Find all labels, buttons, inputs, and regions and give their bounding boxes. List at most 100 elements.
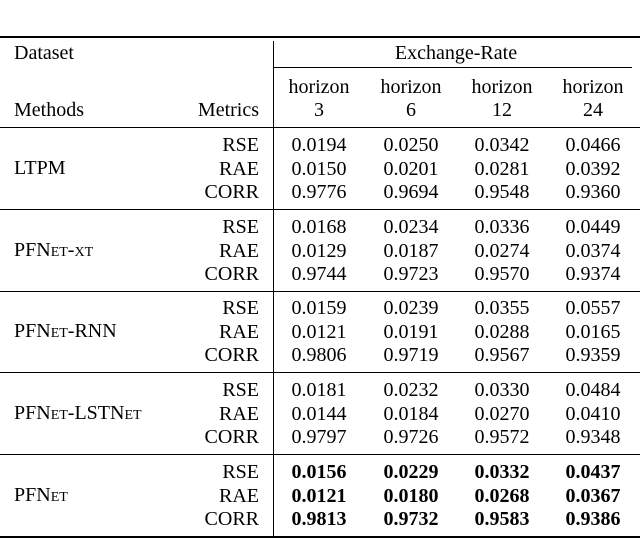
cell-value: 0.9719 xyxy=(383,344,439,366)
group-rule xyxy=(0,454,640,455)
cell-value: 0.0201 xyxy=(383,157,439,180)
cell-value: 0.0191 xyxy=(383,320,439,343)
cell-value: 0.0234 xyxy=(383,216,439,238)
group-rule xyxy=(0,209,640,210)
cell-value: 0.9360 xyxy=(565,181,621,203)
metric-name: RSE xyxy=(222,461,259,483)
top-rule xyxy=(0,36,640,38)
cell-value: 0.0144 xyxy=(291,402,347,425)
group-rule xyxy=(0,372,640,373)
cell-value: 0.9806 xyxy=(291,344,347,366)
metric-name: CORR xyxy=(204,181,259,203)
cell-value: 0.0336 xyxy=(474,216,530,238)
horizon-label: horizon xyxy=(471,76,533,98)
bottom-rule xyxy=(0,536,640,538)
cell-value: 0.0367 xyxy=(565,484,621,507)
group-rule xyxy=(0,291,640,292)
cell-value: 0.9744 xyxy=(291,263,347,285)
cell-value: 0.0410 xyxy=(565,402,621,425)
horizon-value: 24 xyxy=(583,99,603,121)
cell-value: 0.0281 xyxy=(474,157,530,180)
cell-value: 0.0150 xyxy=(291,157,347,180)
cell-value: 0.0184 xyxy=(383,402,439,425)
metric-name: RSE xyxy=(222,134,259,156)
cell-value: 0.0342 xyxy=(474,134,530,156)
cell-value: 0.0194 xyxy=(291,134,347,156)
metric-name: RAE xyxy=(219,157,259,180)
cell-value: 0.9386 xyxy=(565,508,621,530)
metric-name: RAE xyxy=(219,402,259,425)
metric-name: RSE xyxy=(222,216,259,238)
cell-value: 0.9723 xyxy=(383,263,439,285)
cell-value: 0.0268 xyxy=(474,484,530,507)
cell-value: 0.0121 xyxy=(291,484,347,507)
cell-value: 0.0274 xyxy=(474,239,530,262)
cell-value: 0.0250 xyxy=(383,134,439,156)
cell-value: 0.0557 xyxy=(565,297,621,319)
cell-value: 0.9732 xyxy=(383,508,439,530)
metric-name: CORR xyxy=(204,426,259,448)
metrics-label: Metrics xyxy=(197,99,259,121)
column-divider xyxy=(273,41,274,537)
cell-value: 0.9797 xyxy=(291,426,347,448)
metric-name: CORR xyxy=(204,508,259,530)
metric-name: RSE xyxy=(222,379,259,401)
method-name: PFNet-LSTNet xyxy=(14,402,142,424)
cell-value: 0.9726 xyxy=(383,426,439,448)
cell-value: 0.0129 xyxy=(291,239,347,262)
cell-value: 0.0392 xyxy=(565,157,621,180)
cell-value: 0.0466 xyxy=(565,134,621,156)
dataset-rule xyxy=(273,67,632,68)
cell-value: 0.0374 xyxy=(565,239,621,262)
horizon-label: horizon xyxy=(562,76,624,98)
cell-value: 0.0181 xyxy=(291,379,347,401)
header-rule xyxy=(0,127,640,128)
cell-value: 0.0288 xyxy=(474,320,530,343)
horizon-value: 12 xyxy=(492,99,512,121)
cell-value: 0.0156 xyxy=(291,461,347,483)
cell-value: 0.0159 xyxy=(291,297,347,319)
cell-value: 0.0180 xyxy=(383,484,439,507)
cell-value: 0.0330 xyxy=(474,379,530,401)
method-name: PFNet xyxy=(14,484,68,506)
cell-value: 0.0165 xyxy=(565,320,621,343)
cell-value: 0.9567 xyxy=(474,344,530,366)
cell-value: 0.9583 xyxy=(474,508,530,530)
metric-name: CORR xyxy=(204,344,259,366)
dataset-name: Exchange-Rate xyxy=(394,42,518,64)
method-name: LTPM xyxy=(14,157,66,179)
method-name: PFNet-xt xyxy=(14,239,94,261)
cell-value: 0.9348 xyxy=(565,426,621,448)
methods-label: Methods xyxy=(14,99,84,121)
cell-value: 0.0232 xyxy=(383,379,439,401)
cell-value: 0.9776 xyxy=(291,181,347,203)
cell-value: 0.0229 xyxy=(383,461,439,483)
cell-value: 0.9572 xyxy=(474,426,530,448)
cell-value: 0.0332 xyxy=(474,461,530,483)
metric-name: RAE xyxy=(219,320,259,343)
cell-value: 0.0484 xyxy=(565,379,621,401)
cell-value: 0.9374 xyxy=(565,263,621,285)
cell-value: 0.0355 xyxy=(474,297,530,319)
cell-value: 0.9548 xyxy=(474,181,530,203)
metric-name: RSE xyxy=(222,297,259,319)
cell-value: 0.0168 xyxy=(291,216,347,238)
cell-value: 0.0187 xyxy=(383,239,439,262)
cell-value: 0.9570 xyxy=(474,263,530,285)
cell-value: 0.0449 xyxy=(565,216,621,238)
cell-value: 0.0270 xyxy=(474,402,530,425)
metric-name: RAE xyxy=(219,239,259,262)
metric-name: CORR xyxy=(204,263,259,285)
cell-value: 0.0239 xyxy=(383,297,439,319)
cell-value: 0.9359 xyxy=(565,344,621,366)
horizon-label: horizon xyxy=(380,76,442,98)
cell-value: 0.0437 xyxy=(565,461,621,483)
horizon-label: horizon xyxy=(288,76,350,98)
horizon-value: 3 xyxy=(314,99,324,121)
cell-value: 0.9694 xyxy=(383,181,439,203)
cell-value: 0.0121 xyxy=(291,320,347,343)
dataset-label: Dataset xyxy=(14,42,74,64)
cell-value: 0.9813 xyxy=(291,508,347,530)
metric-name: RAE xyxy=(219,484,259,507)
